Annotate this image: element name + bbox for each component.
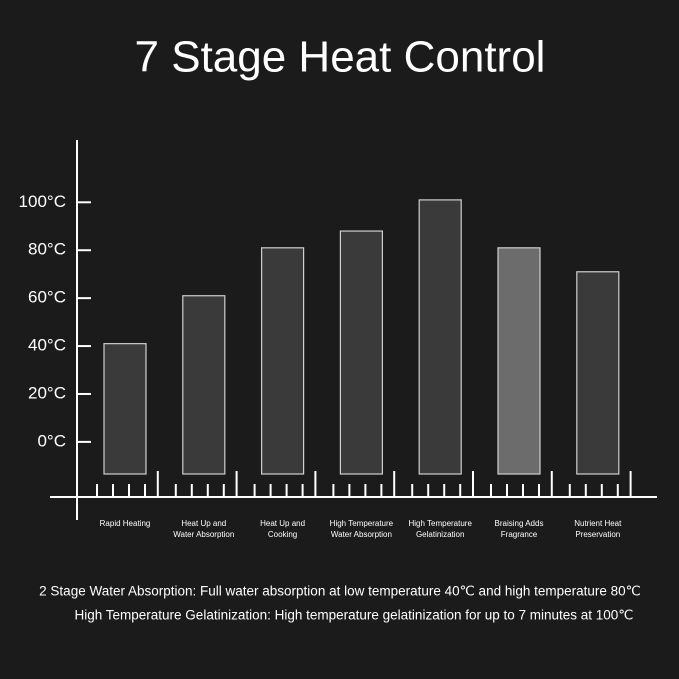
x-tick-label-line: Fragrance [501,530,538,539]
bar [261,247,305,475]
bar [339,230,383,475]
x-tick-label: Nutrient Heat Preservation [574,519,622,539]
y-tick-label: 40°C [28,336,66,355]
y-tick-label: 20°C [28,383,66,402]
x-tick-label-line: Water Absorption [331,530,392,539]
y-tick-label: 60°C [28,288,66,307]
y-tick-label: 0°C [37,431,66,450]
y-tick-label: 80°C [28,240,66,259]
bar [182,295,226,475]
x-tick-label: Heat Up and Water Absorption [173,519,234,539]
x-tick-label-line: Nutrient Heat [574,519,622,528]
chart-title: 7 Stage Heat Control [135,33,546,82]
x-tick-label-line: Cooking [268,530,297,539]
x-tick-label-line: Water Absorption [173,530,234,539]
x-tick-label: High Temperature Gelatinization [408,519,472,539]
bar [576,271,620,475]
x-tick-label-line: Braising Adds [495,519,544,528]
x-tick-label-line: Heat Up and [181,519,226,528]
y-tick-label: 100°C [19,192,66,211]
x-tick-label: Braising Adds Fragrance [495,519,544,539]
x-tick-label-line: High Temperature [330,519,394,528]
x-tick-label: High Temperature Water Absorption [330,519,394,539]
x-tick-label: Rapid Heating [100,519,151,528]
x-tick-label-line: High Temperature [408,519,472,528]
x-tick-label-line: Heat Up and [260,519,305,528]
x-tick-label-line: Preservation [575,530,620,539]
x-tick-label-line: Gelatinization [416,530,464,539]
bar [497,247,541,475]
bar [103,343,147,475]
x-tick-label: Heat Up and Cooking [260,519,305,539]
bar [418,199,462,475]
x-tick-label-line: Rapid Heating [100,519,151,528]
note: 2 Stage Water Absorption: Full water abs… [39,584,641,599]
note: High Temperature Gelatinization: High te… [75,608,634,623]
